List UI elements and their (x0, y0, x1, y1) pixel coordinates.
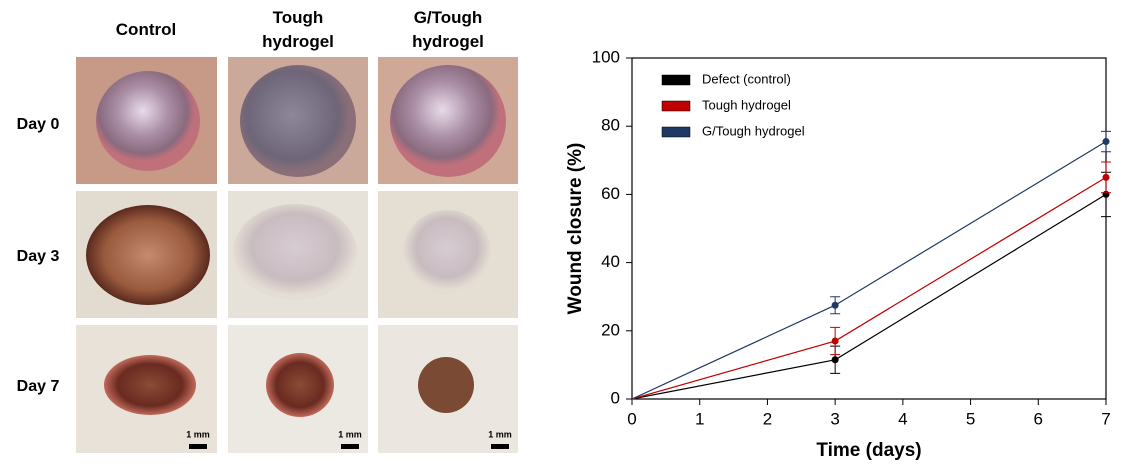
scale-label: 1 mm (488, 429, 512, 439)
data-point (1102, 138, 1110, 146)
plot-frame (631, 57, 1107, 400)
wound (403, 210, 491, 294)
y-tick-label: 0 (611, 388, 620, 407)
x-axis-label: Time (days) (816, 440, 921, 461)
data-point (831, 356, 839, 364)
legend-swatch (661, 100, 691, 112)
legend-label: Tough hydrogel (702, 97, 791, 112)
legend-swatch (661, 126, 691, 138)
x-tick-label: 3 (830, 409, 839, 428)
scale-bar (491, 444, 509, 449)
wound (240, 65, 356, 177)
y-tick-label: 80 (601, 116, 620, 135)
data-point (1102, 173, 1110, 181)
row-label: Day 0 (16, 116, 60, 133)
series-line (631, 141, 1107, 400)
x-tick-label: 4 (898, 409, 907, 428)
wound (233, 204, 357, 300)
column-header: Tough hydrogel (262, 8, 334, 51)
x-tick-label: 2 (763, 409, 772, 428)
wound (86, 205, 210, 305)
column-header: Control (115, 20, 177, 39)
wound (418, 357, 474, 413)
y-tick-label: 20 (601, 320, 620, 339)
x-tick-label: 6 (1034, 409, 1043, 428)
legend-label: G/Tough hydrogel (702, 123, 805, 138)
legend-swatch (661, 74, 691, 86)
x-tick-label: 0 (627, 409, 636, 428)
x-tick-label: 7 (1101, 409, 1110, 428)
scale-bar (189, 444, 207, 449)
column-header: G/Tough hydrogel (412, 8, 484, 51)
row-label: Day 7 (16, 378, 60, 395)
y-tick-label: 40 (601, 252, 620, 271)
photos: 1 mm 1 mm 1 mm (76, 57, 518, 453)
scale-label: 1 mm (338, 429, 362, 439)
y-axis-label: Wound closure (%) (565, 143, 586, 315)
y-tick-label: 100 (592, 47, 620, 66)
wound (96, 71, 200, 171)
scale-bar (341, 444, 359, 449)
x-tick-label: 5 (966, 409, 975, 428)
wound (266, 353, 334, 417)
series-line (631, 193, 1107, 400)
scale-label: 1 mm (186, 429, 210, 439)
legend-label: Defect (control) (702, 71, 791, 86)
wound (390, 65, 506, 177)
wound (104, 355, 196, 415)
row-label: Day 3 (16, 248, 60, 265)
y-tick-label: 60 (601, 184, 620, 203)
data-point (831, 301, 839, 309)
x-tick-label: 1 (695, 409, 704, 428)
data-point (831, 337, 839, 345)
